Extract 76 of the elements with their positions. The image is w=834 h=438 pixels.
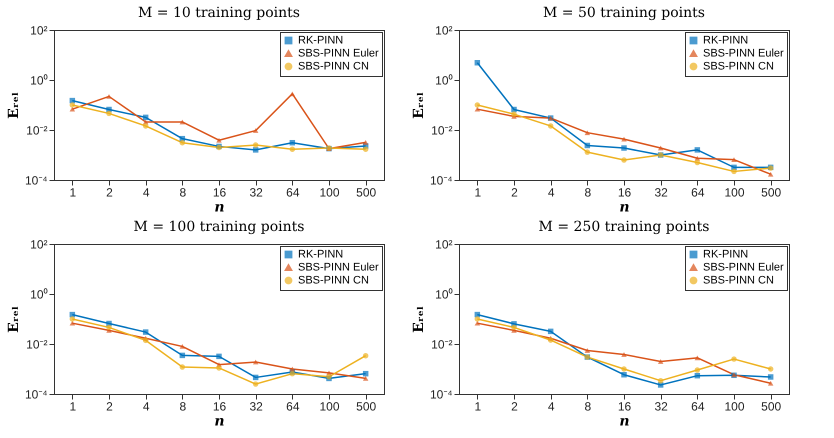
x-tick-label: 500 xyxy=(356,186,376,200)
y-tick-label: 10² xyxy=(30,24,48,38)
x-tick-label: 8 xyxy=(179,186,186,200)
x-tick-label: 8 xyxy=(584,400,592,414)
chart-title: M = 50 training points xyxy=(543,5,705,21)
x-tick-label: 64 xyxy=(286,400,300,414)
y-tick-label: 10² xyxy=(30,238,48,252)
y-tick-label: 10⁻² xyxy=(431,338,453,352)
y-tick-label: 10⁰ xyxy=(435,288,452,302)
x-tick-label: 32 xyxy=(654,186,668,200)
y-axis-title: Eᵣₑₗ xyxy=(410,92,427,119)
x-tick-label: 100 xyxy=(724,186,745,200)
y-tick-label: 10⁻⁴ xyxy=(24,174,48,188)
x-tick-label: 100 xyxy=(319,400,340,414)
y-tick-label: 10⁻⁴ xyxy=(430,388,452,402)
x-tick-label: 16 xyxy=(212,400,226,414)
y-axis-title: Eᵣₑₗ xyxy=(6,92,22,119)
y-tick-label: 10⁰ xyxy=(435,74,452,88)
legend-label: RK-PINN xyxy=(298,248,344,260)
x-tick-label: 500 xyxy=(761,186,782,200)
x-tick-label: 100 xyxy=(724,400,745,414)
chart-title: M = 10 training points xyxy=(138,5,300,21)
x-tick-label: 2 xyxy=(106,186,114,200)
legend-label: SBS-PINN Euler xyxy=(298,48,380,60)
legend-label: SBS-PINN CN xyxy=(703,60,774,72)
legend-label: RK-PINN xyxy=(298,34,344,46)
x-tick-label: 16 xyxy=(212,186,226,200)
x-axis-title: n xyxy=(619,200,630,216)
x-axis-title: n xyxy=(619,414,630,430)
x-tick-label: 8 xyxy=(179,400,186,414)
chart-title: M = 250 training points xyxy=(538,219,710,235)
x-tick-label: 1 xyxy=(474,186,482,200)
legend-label: SBS-PINN Euler xyxy=(298,262,380,274)
x-tick-label: 64 xyxy=(691,400,705,414)
y-tick-label: 10⁻⁴ xyxy=(24,388,48,402)
x-tick-label: 1 xyxy=(474,400,482,414)
y-tick-label: 10⁰ xyxy=(30,74,48,88)
y-tick-label: 10⁻² xyxy=(431,124,453,138)
legend-label: SBS-PINN CN xyxy=(298,274,369,286)
y-axis-title: Eᵣₑₗ xyxy=(6,306,22,333)
x-tick-label: 1 xyxy=(69,400,76,414)
x-tick-label: 2 xyxy=(511,400,518,414)
x-tick-label: 64 xyxy=(286,186,300,200)
x-tick-label: 2 xyxy=(106,400,114,414)
y-tick-label: 10⁻² xyxy=(26,124,48,138)
x-tick-label: 32 xyxy=(654,400,668,414)
legend-label: RK-PINN xyxy=(703,34,748,46)
x-tick-label: 16 xyxy=(618,400,632,414)
x-axis-title: n xyxy=(214,414,225,430)
x-tick-label: 100 xyxy=(319,186,340,200)
x-tick-label: 8 xyxy=(584,186,592,200)
legend-label: RK-PINN xyxy=(703,248,748,260)
x-tick-label: 4 xyxy=(142,186,150,200)
x-tick-label: 4 xyxy=(548,400,555,414)
x-tick-label: 4 xyxy=(142,400,150,414)
y-tick-label: 10⁻⁴ xyxy=(430,174,452,188)
x-tick-label: 2 xyxy=(511,186,518,200)
legend-label: SBS-PINN Euler xyxy=(703,48,784,60)
legend-label: SBS-PINN CN xyxy=(298,60,369,72)
x-tick-label: 32 xyxy=(249,186,264,200)
y-axis-title: Eᵣₑₗ xyxy=(410,306,427,333)
x-tick-label: 64 xyxy=(691,186,705,200)
x-tick-label: 500 xyxy=(761,400,782,414)
legend-label: SBS-PINN Euler xyxy=(703,262,784,274)
legend-label: SBS-PINN CN xyxy=(703,274,774,286)
x-tick-label: 16 xyxy=(618,186,632,200)
y-tick-label: 10² xyxy=(435,238,453,252)
x-tick-label: 32 xyxy=(249,400,264,414)
y-tick-label: 10⁻² xyxy=(26,338,48,352)
x-tick-label: 4 xyxy=(548,186,555,200)
y-tick-label: 10² xyxy=(435,24,453,38)
x-tick-label: 500 xyxy=(356,400,376,414)
x-axis-title: n xyxy=(214,200,225,216)
y-tick-label: 10⁰ xyxy=(30,288,48,302)
x-tick-label: 1 xyxy=(69,186,76,200)
chart-title: M = 100 training points xyxy=(134,219,304,235)
